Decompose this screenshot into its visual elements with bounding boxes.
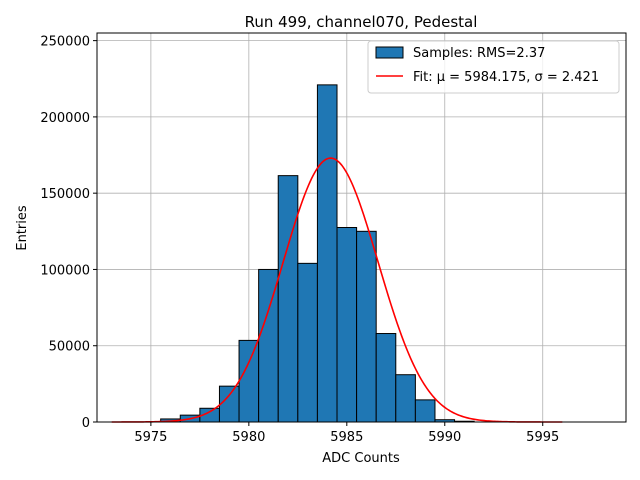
fit-curve (111, 157, 563, 423)
histogram-bar (414, 399, 436, 423)
histogram-bar (395, 374, 416, 423)
x-tick-label: 5985 (330, 430, 363, 445)
legend-label-samples: Samples: RMS=2.37 (413, 46, 545, 61)
y-tick-label: 250000 (40, 35, 90, 50)
histogram-bar (297, 262, 318, 423)
histogram-bar (375, 333, 397, 423)
legend-swatch-samples (375, 46, 404, 59)
plot-frame (96, 32, 627, 423)
legend: Samples: RMS=2.37 Fit: μ = 5984.175, σ =… (367, 40, 620, 94)
y-axis-label: Entries (15, 205, 30, 251)
histogram-bar (316, 84, 338, 423)
y-axis-ticks: 0 50000 100000 150000 200000 250000 (40, 35, 97, 431)
y-tick-label: 200000 (40, 111, 90, 126)
y-tick-label: 50000 (49, 340, 90, 355)
x-tick-label: 5995 (526, 430, 559, 445)
histogram-bar (238, 339, 260, 423)
x-axis-ticks: 5975 5980 5985 5990 5995 (134, 422, 559, 445)
histogram-bars (160, 84, 475, 423)
chart-title: Run 499, channel070, Pedestal (245, 13, 478, 31)
legend-label-fit: Fit: μ = 5984.175, σ = 2.421 (413, 70, 599, 85)
y-tick-label: 100000 (40, 263, 90, 278)
legend-box (367, 40, 620, 94)
histogram-bar (336, 227, 358, 423)
histogram-bar (218, 385, 240, 423)
x-tick-label: 5975 (134, 430, 167, 445)
y-tick-label: 0 (82, 416, 90, 431)
histogram-bar (356, 230, 377, 423)
x-tick-label: 5980 (232, 430, 265, 445)
x-axis-label: ADC Counts (322, 451, 400, 466)
x-tick-label: 5990 (428, 430, 461, 445)
y-tick-label: 150000 (40, 187, 90, 202)
histogram-bar (258, 268, 279, 423)
histogram-bar (277, 175, 299, 423)
